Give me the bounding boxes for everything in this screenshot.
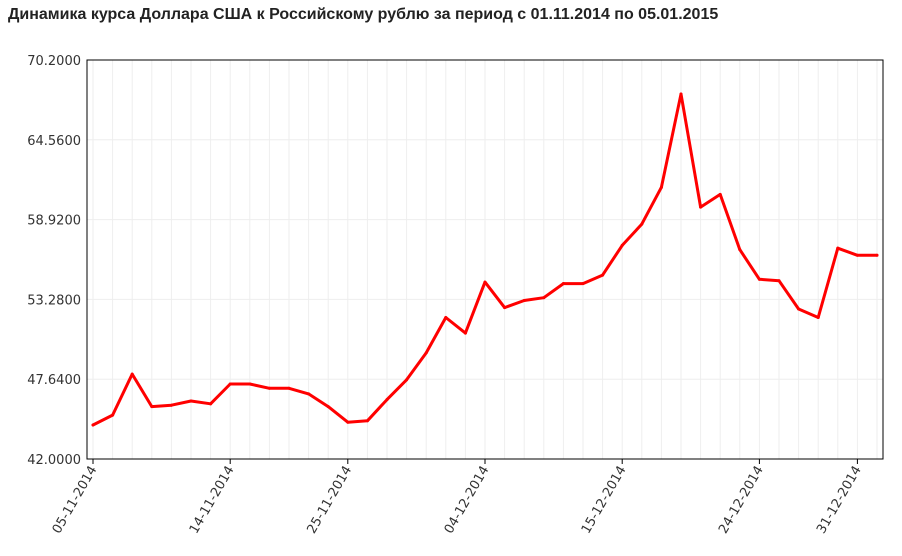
data-point	[130, 372, 134, 376]
data-point	[228, 382, 232, 386]
data-point	[542, 296, 546, 300]
data-point	[150, 405, 154, 409]
data-point	[836, 246, 840, 250]
data-point	[738, 248, 742, 252]
data-point	[287, 386, 291, 390]
x-tick-label: 31-12-2014	[814, 464, 865, 537]
x-tick-label: 15-12-2014	[579, 464, 630, 537]
data-point	[601, 273, 605, 277]
data-point	[267, 386, 271, 390]
data-point	[561, 282, 565, 286]
y-tick-label: 47.6400	[27, 373, 81, 388]
data-point	[307, 392, 311, 396]
y-tick-label: 53.2800	[27, 293, 81, 308]
data-point	[91, 423, 95, 427]
y-axis-ticks: 70.2000 64.5600 58.9200 53.2800 47.6400 42.00…	[27, 54, 81, 468]
data-point	[385, 398, 389, 402]
data-point	[444, 316, 448, 320]
data-point	[248, 382, 252, 386]
data-point	[503, 306, 507, 310]
x-tick-label: 14-11-2014	[187, 464, 238, 537]
data-point	[463, 331, 467, 335]
data-point	[522, 299, 526, 303]
x-tick-label: 05-11-2014	[50, 464, 101, 537]
data-point	[659, 185, 663, 189]
data-point	[581, 282, 585, 286]
data-point	[405, 378, 409, 382]
x-tick-label: 24-12-2014	[716, 464, 767, 537]
y-tick-label: 64.5600	[27, 134, 81, 149]
data-point	[620, 243, 624, 247]
data-point	[875, 253, 879, 257]
plot-frame	[86, 59, 884, 460]
data-point	[777, 279, 781, 283]
data-point	[699, 205, 703, 209]
data-point	[169, 403, 173, 407]
data-point	[209, 402, 213, 406]
x-axis-ticks: 05-11-2014 14-11-2014 25-11-2014 04-12-2014…	[50, 459, 865, 536]
data-point	[424, 351, 428, 355]
data-point	[797, 307, 801, 311]
x-tick-label: 25-11-2014	[304, 464, 355, 537]
data-point	[640, 222, 644, 226]
data-point	[483, 280, 487, 284]
data-point	[855, 253, 859, 257]
data-point	[757, 277, 761, 281]
y-tick-label: 42.0000	[27, 453, 81, 468]
data-point	[365, 419, 369, 423]
data-point	[679, 92, 683, 96]
grid-layer	[87, 59, 883, 460]
data-point	[326, 405, 330, 409]
series-layer	[91, 92, 879, 427]
data-point	[111, 413, 115, 417]
data-point	[346, 420, 350, 424]
data-point	[816, 316, 820, 320]
chart-title: Динамика курса Доллара США к Российскому…	[8, 6, 719, 23]
y-tick-label: 58.9200	[27, 214, 81, 229]
x-tick-label: 04-12-2014	[442, 464, 493, 537]
y-tick-label: 70.2000	[27, 54, 81, 69]
data-point	[718, 192, 722, 196]
data-point	[189, 399, 193, 403]
